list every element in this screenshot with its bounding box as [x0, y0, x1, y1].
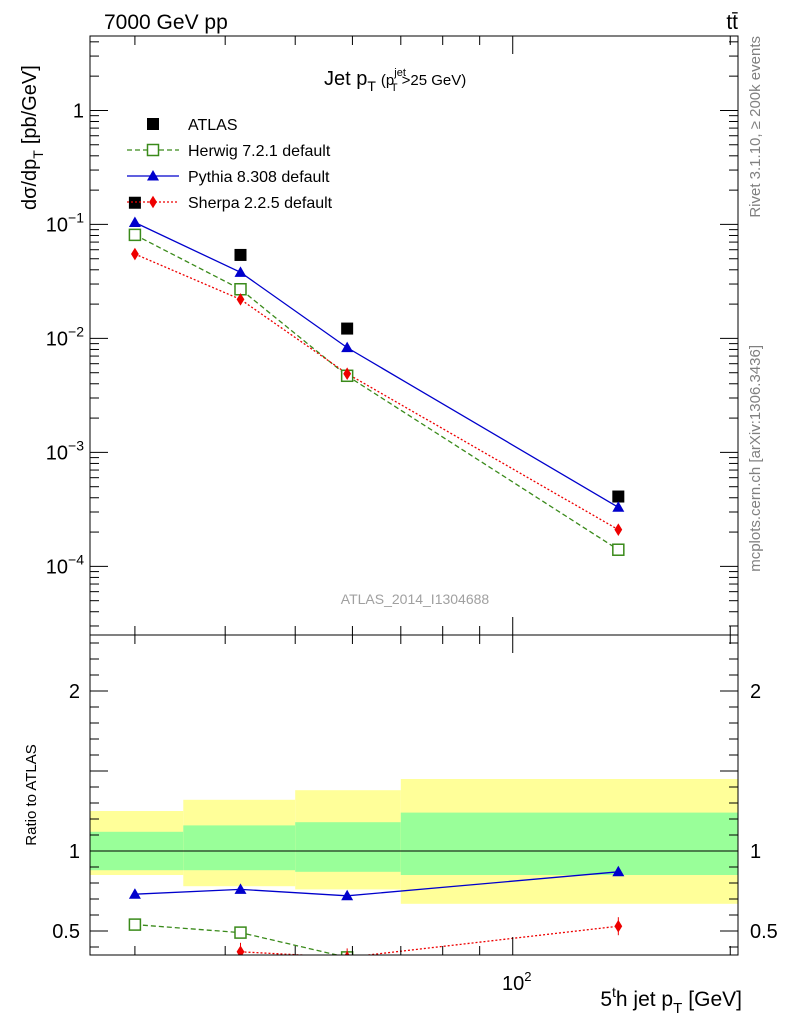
uncertainty-band-inner: [183, 825, 296, 871]
ratio-y-tick-label: 2: [69, 681, 80, 703]
legend-marker-sherpa-2-2-5-default: [149, 195, 157, 209]
legend-label-sherpa-2-2-5-default: Sherpa 2.2.5 default: [188, 195, 333, 212]
y-tick-label: 10−3: [46, 437, 84, 464]
legend-label-herwig-7-2-1-default: Herwig 7.2.1 default: [188, 143, 331, 160]
herwig-7-2-1-default-ratio-point: [234, 926, 247, 939]
herwig-7-2-1-default-point: [128, 228, 142, 242]
legend-marker-herwig-7-2-1-default: [146, 143, 160, 157]
y-tick-label: 10−2: [46, 323, 84, 350]
ratio-y-tick-label: 0.5: [52, 921, 80, 943]
sherpa-2-2-5-default-point: [343, 367, 352, 381]
legend-entry-pythia-8-308-default: Pythia 8.308 default: [127, 169, 330, 186]
uncertainty-band-inner: [400, 812, 738, 875]
pythia-8-308-default-ratio-point: [341, 889, 354, 901]
pythia-8-308-default-point: [341, 341, 354, 353]
analysis-watermark: ATLAS_2014_I1304688: [341, 591, 490, 607]
pythia-8-308-default-line: [134, 221, 619, 508]
mcplots-label: mcplots.cern.ch [arXiv:1306.3436]: [747, 345, 764, 572]
pythia-8-308-default-point: [234, 266, 247, 277]
atlas-point: [612, 490, 625, 503]
ratio-y-tick-label-right: 2: [750, 681, 761, 703]
sherpa-2-2-5-default-ratio-point: [614, 919, 623, 933]
legend-entry-sherpa-2-2-5-default: Sherpa 2.2.5 default: [127, 195, 333, 212]
legend-marker-pythia-8-308-default: [147, 170, 159, 181]
sherpa-2-2-5-default-point: [131, 247, 139, 261]
main-panel: 1 10−1 10−2 10−3 10−4 Jet pT (pjet T >25 GeV) d…: [19, 35, 739, 636]
sherpa-2-2-5-default-point: [614, 523, 623, 536]
sherpa-2-2-5-default-point: [236, 293, 245, 306]
legend-entry-atlas: ATLAS: [147, 117, 238, 134]
ratio-y-axis-label: Ratio to ATLAS: [23, 744, 40, 845]
legend-label-pythia-8-308-default: Pythia 8.308 default: [188, 169, 330, 186]
sherpa-2-2-5-default-ratio-line: [240, 925, 619, 955]
herwig-7-2-1-default-line: [134, 234, 619, 551]
herwig-7-2-1-default-point: [612, 543, 625, 556]
pythia-8-308-default-ratio-point: [128, 888, 141, 899]
uncertainty-band-inner: [295, 822, 401, 872]
atlas-point: [341, 322, 354, 335]
y-tick-label: 1: [73, 100, 84, 122]
ratio-y-tick-label-right: 0.5: [750, 921, 778, 943]
pythia-8-308-default-point: [128, 216, 141, 227]
sherpa-2-2-5-default-ratio-point: [344, 951, 350, 955]
rivet-label: Rivet 3.1.10, ≥ 200k events: [747, 36, 764, 218]
legend-marker-atlas: [147, 118, 159, 130]
header-right: tt̄: [726, 11, 738, 34]
plot-title: Jet pT (pjet T >25 GeV): [324, 67, 466, 94]
pythia-8-308-default-ratio-point: [234, 883, 247, 894]
ratio-panel-frame: [89, 634, 739, 956]
atlas-point: [234, 248, 247, 261]
pythia-8-308-default-point: [612, 501, 625, 512]
x-axis-label: 5th jet pT [GeV]: [600, 984, 742, 1017]
atlas-point: [128, 196, 141, 209]
header-left: 7000 GeV pp: [104, 11, 228, 34]
y-axis-label: dσ/dpT[pb/GeV]: [19, 65, 46, 210]
herwig-7-2-1-default-ratio-point: [128, 918, 142, 931]
legend-label-atlas: ATLAS: [188, 117, 238, 134]
pythia-8-308-default-ratio-line: [134, 871, 619, 897]
y-tick-label: 10−4: [46, 551, 84, 578]
ratio-y-tick-label: 1: [69, 841, 80, 863]
ratio-panel: 2 2 1 1 0.5 0.5 Ratio to ATLAS 102 5th jet pT…: [23, 634, 778, 1017]
x-tick-label-100: 102: [502, 969, 531, 995]
sherpa-2-2-5-default-line: [134, 253, 619, 531]
y-tick-label: 10−1: [46, 209, 84, 236]
pythia-8-308-default-ratio-point: [612, 865, 625, 877]
legend: ATLAS Herwig 7.2.1 default Pythia 8.308 de…: [127, 117, 333, 212]
sherpa-2-2-5-default-ratio-point: [236, 945, 245, 955]
ratio-y-tick-label-right: 1: [750, 841, 761, 863]
legend-entry-herwig-7-2-1-default: Herwig 7.2.1 default: [127, 143, 331, 160]
